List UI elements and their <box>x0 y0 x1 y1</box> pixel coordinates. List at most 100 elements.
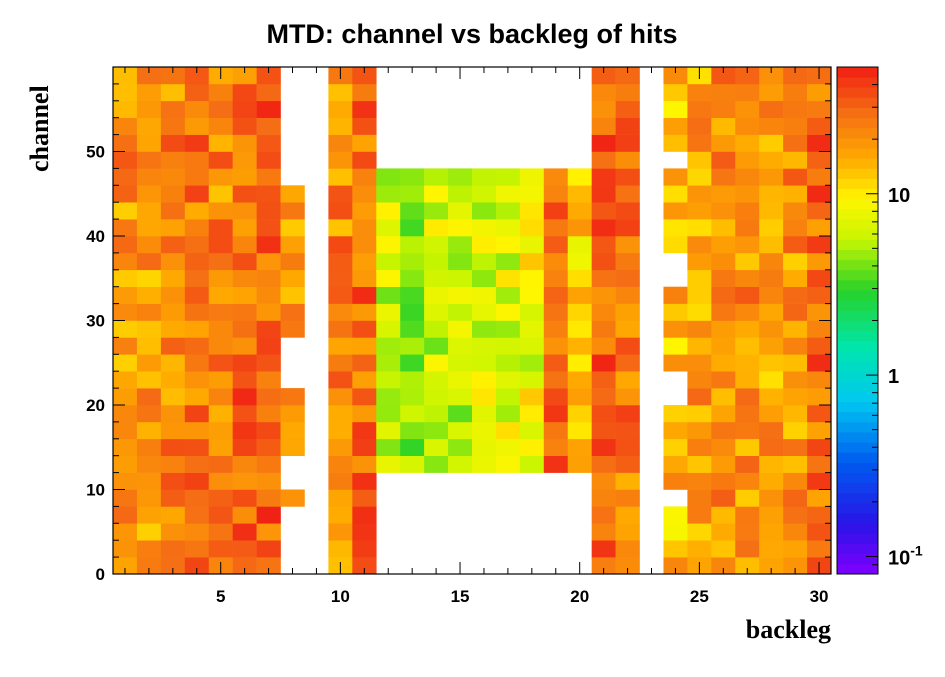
heatmap-cell <box>663 455 688 473</box>
colorbar-band <box>837 198 878 210</box>
heatmap-cell <box>208 371 233 389</box>
colorbar-band <box>837 381 878 392</box>
heatmap-cell <box>783 134 808 152</box>
heatmap-cell <box>232 405 257 423</box>
heatmap-cell <box>711 219 736 237</box>
heatmap-cell <box>352 421 377 440</box>
heatmap-cell <box>256 100 281 118</box>
heatmap-cell <box>328 320 353 338</box>
heatmap-cell <box>735 472 760 490</box>
heatmap-cell <box>113 100 138 118</box>
heatmap-cell <box>615 489 640 507</box>
heatmap-cell <box>400 455 425 473</box>
heatmap-cell <box>687 320 712 338</box>
heatmap-cell <box>448 269 473 287</box>
heatmap-cell <box>807 540 832 558</box>
heatmap-cell <box>136 405 162 423</box>
heatmap-cell <box>208 219 233 237</box>
colorbar-band <box>837 452 878 463</box>
heatmap-cell <box>232 388 257 406</box>
heatmap-cell <box>352 83 377 102</box>
heatmap-cell <box>208 252 233 271</box>
heatmap-cell <box>376 236 401 254</box>
heatmap-cell <box>352 303 377 321</box>
heatmap-cell <box>352 455 377 473</box>
heatmap-cell <box>807 472 832 490</box>
heatmap-cell <box>735 455 760 473</box>
heatmap-cell <box>232 67 257 85</box>
heatmap-cell <box>591 83 616 102</box>
heatmap-cell <box>519 286 545 304</box>
heatmap-cell <box>208 185 233 203</box>
heatmap-cell <box>256 506 281 524</box>
heatmap-cell <box>663 354 688 372</box>
heatmap-cell <box>687 421 712 440</box>
heatmap-cell <box>113 185 138 203</box>
heatmap-cell <box>113 438 138 456</box>
heatmap-cell <box>591 202 616 220</box>
heatmap-cell <box>807 100 832 118</box>
heatmap-cell <box>400 354 425 372</box>
heatmap-cell <box>711 67 736 85</box>
heatmap-cell <box>759 354 784 372</box>
colorbar-band <box>837 67 878 78</box>
heatmap-cell <box>136 557 162 575</box>
heatmap-cell <box>232 540 257 558</box>
heatmap-cell <box>328 371 353 389</box>
y-axis-title: channel <box>25 85 54 172</box>
heatmap-cell <box>687 236 712 254</box>
heatmap-cell <box>160 219 186 237</box>
heatmap-cell <box>256 320 281 338</box>
heatmap-cell <box>352 354 377 372</box>
heatmap-cell <box>735 134 760 152</box>
heatmap-cell <box>615 134 640 152</box>
heatmap-cell <box>663 506 688 524</box>
heatmap-cell <box>519 337 545 355</box>
heatmap-cell <box>352 388 377 406</box>
colorbar-label: 1 <box>888 366 899 388</box>
heatmap-cell <box>519 371 545 389</box>
heatmap-cell <box>615 236 640 254</box>
heatmap-cell <box>113 168 138 186</box>
heatmap-cell <box>472 388 497 406</box>
heatmap-cell <box>400 337 425 355</box>
heatmap-cell <box>208 202 233 220</box>
heatmap-cell <box>472 219 497 237</box>
heatmap-cell <box>591 269 616 287</box>
heatmap-cell <box>783 168 808 186</box>
heatmap-cell <box>807 337 832 355</box>
heatmap-cell <box>783 388 808 406</box>
heatmap-cell <box>807 489 832 507</box>
colorbar-band <box>837 563 878 575</box>
heatmap-cell <box>448 320 473 338</box>
heatmap-cell <box>113 252 138 271</box>
heatmap-cell <box>400 371 425 389</box>
heatmap-cell <box>687 523 712 541</box>
heatmap-cell <box>591 185 616 203</box>
heatmap-cell <box>232 438 257 456</box>
heatmap-cell <box>543 168 569 186</box>
heatmap-cell <box>113 219 138 237</box>
colorbar-band <box>837 421 878 433</box>
heatmap-cell <box>495 219 521 237</box>
heatmap-cell <box>759 83 784 102</box>
heatmap-cell <box>232 100 257 118</box>
heatmap-cell <box>160 489 186 507</box>
heatmap-cell <box>567 438 592 456</box>
heatmap-cell <box>663 83 688 102</box>
heatmap-cell <box>113 269 138 287</box>
heatmap-cell <box>735 236 760 254</box>
heatmap-cell <box>567 303 592 321</box>
heatmap-cell <box>256 168 281 186</box>
heatmap-cell <box>759 489 784 507</box>
y-axis-ticks: 0 10 20 30 40 50 <box>86 83 831 584</box>
colorbar-band <box>837 543 878 555</box>
heatmap-cell <box>328 405 353 423</box>
heatmap-cell <box>448 337 473 355</box>
heatmap-cell <box>783 219 808 237</box>
heatmap-cell <box>759 67 784 85</box>
heatmap-cell <box>783 557 808 575</box>
heatmap-cell <box>543 438 569 456</box>
heatmap-cell <box>376 320 401 338</box>
colorbar-band <box>837 279 878 291</box>
